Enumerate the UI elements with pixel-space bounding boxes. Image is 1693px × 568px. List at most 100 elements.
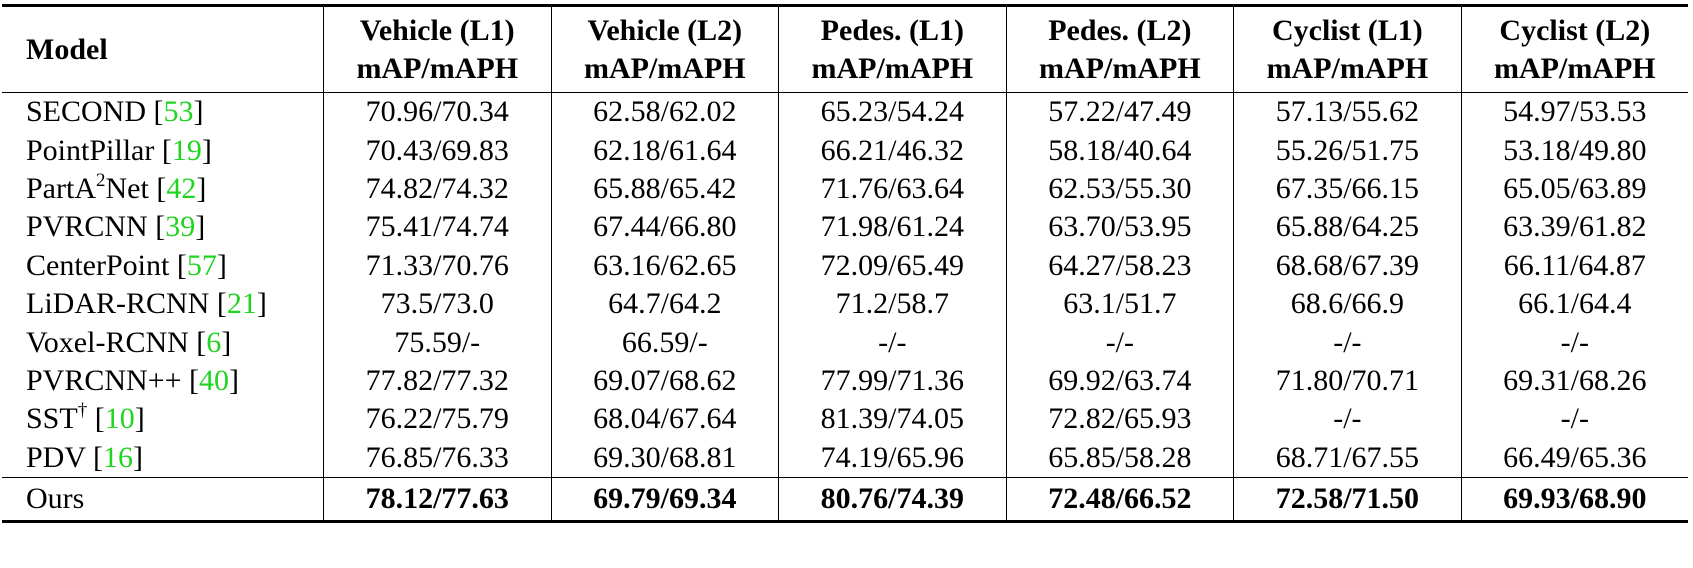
header-vehicle-l1-metric: mAP/mAPH [356, 51, 519, 85]
value-cell: -/- [1233, 400, 1462, 439]
value-cell: 58.18/40.64 [1005, 131, 1234, 170]
table-row: SST† [10] 76.22/75.79 68.04/67.64 81.39/… [2, 400, 1688, 439]
citation-link[interactable]: 16 [102, 440, 133, 474]
model-name: PointPillar [26, 133, 155, 167]
citation-link[interactable]: 40 [199, 363, 230, 397]
citation-link[interactable]: 10 [104, 402, 135, 436]
value-cell: 77.82/77.32 [323, 361, 552, 401]
table-row: CenterPoint [57] 71.33/70.76 63.16/62.65… [2, 246, 1688, 285]
value-cell: 66.49/65.36 [1460, 438, 1688, 478]
model-name-suffix: Net [105, 171, 149, 205]
value-cell-best: 78.12/77.63 [323, 476, 552, 523]
citation-link[interactable]: 21 [226, 287, 257, 321]
value-cell: 64.7/64.2 [550, 284, 779, 324]
header-model: Model [2, 4, 324, 93]
header-pedes-l2: Pedes. (L2) mAP/mAPH [1005, 4, 1234, 93]
value-cell: 68.04/67.64 [550, 400, 779, 439]
model-name: PartA [26, 171, 96, 205]
citation-link[interactable]: 6 [206, 325, 222, 359]
value-cell: 63.70/53.95 [1005, 208, 1234, 247]
value-cell: 65.88/64.25 [1233, 208, 1462, 247]
table-row: SECOND [53] 70.96/70.34 62.58/62.02 65.2… [2, 92, 1688, 132]
header-cyclist-l1-title: Cyclist (L1) [1271, 13, 1423, 47]
value-cell: 67.44/66.80 [550, 208, 779, 247]
model-name-cell: LiDAR-RCNN [21] [26, 287, 267, 321]
value-cell: 74.19/65.96 [778, 438, 1007, 478]
table-row: PVRCNN++ [40] 77.82/77.32 69.07/68.62 77… [2, 361, 1688, 401]
model-name-cell: PDV [16] [26, 440, 143, 474]
value-cell: 63.16/62.65 [550, 246, 779, 285]
value-cell: 65.88/65.42 [550, 169, 779, 209]
header-vehicle-l2-title: Vehicle (L2) [587, 13, 743, 47]
value-cell: 71.33/70.76 [323, 246, 552, 285]
value-cell: 76.85/76.33 [323, 438, 552, 478]
header-pedes-l1-metric: mAP/mAPH [811, 51, 974, 85]
value-cell: 55.26/51.75 [1233, 131, 1462, 170]
model-name: PVRCNN++ [26, 363, 182, 397]
header-cyclist-l2: Cyclist (L2) mAP/mAPH [1460, 4, 1688, 93]
value-cell: -/- [778, 323, 1007, 362]
value-cell: 62.18/61.64 [550, 131, 779, 170]
value-cell: -/- [1460, 400, 1688, 439]
model-name-cell: PartA2Net [42] [26, 169, 207, 205]
value-cell: 81.39/74.05 [778, 400, 1007, 439]
header-cyclist-l1: Cyclist (L1) mAP/mAPH [1233, 4, 1462, 93]
model-name-cell: CenterPoint [57] [26, 248, 227, 282]
value-cell: -/- [1005, 323, 1234, 362]
model-name-superscript: † [77, 400, 88, 422]
citation-link[interactable]: 53 [163, 95, 194, 129]
model-name-cell: PointPillar [19] [26, 133, 212, 167]
value-cell: 68.71/67.55 [1233, 438, 1462, 478]
citation-link[interactable]: 57 [186, 248, 217, 282]
model-name: CenterPoint [26, 248, 170, 282]
value-cell: 66.1/64.4 [1460, 284, 1688, 324]
value-cell-best: 72.58/71.50 [1233, 476, 1462, 523]
value-cell: 68.68/67.39 [1233, 246, 1462, 285]
model-name-cell: SST† [10] [26, 400, 145, 436]
value-cell: 72.09/65.49 [778, 246, 1007, 285]
value-cell: 62.53/55.30 [1005, 169, 1234, 209]
value-cell: 66.59/- [550, 323, 779, 362]
header-vehicle-l2-metric: mAP/mAPH [583, 51, 746, 85]
header-pedes-l1-title: Pedes. (L1) [820, 13, 964, 47]
value-cell: 71.76/63.64 [778, 169, 1007, 209]
value-cell: 53.18/49.80 [1460, 131, 1688, 170]
value-cell: 63.39/61.82 [1460, 208, 1688, 247]
value-cell: 74.82/74.32 [323, 169, 552, 209]
model-name: Voxel-RCNN [26, 325, 189, 359]
header-cyclist-l2-metric: mAP/mAPH [1494, 51, 1656, 85]
header-vehicle-l1-title: Vehicle (L1) [359, 13, 515, 47]
model-name: SECOND [26, 95, 147, 129]
table-row: PointPillar [19] 70.43/69.83 62.18/61.64… [2, 131, 1688, 170]
value-cell: 57.13/55.62 [1233, 92, 1462, 132]
table-row: PDV [16] 76.85/76.33 69.30/68.81 74.19/6… [2, 438, 1688, 478]
value-cell: 75.59/- [323, 323, 552, 362]
table-row-ours: Ours 78.12/77.63 69.79/69.34 80.76/74.39… [2, 476, 1688, 523]
model-name: PVRCNN [26, 210, 148, 244]
value-cell: 71.80/70.71 [1233, 361, 1462, 401]
citation-link[interactable]: 42 [166, 171, 197, 205]
model-name-cell: SECOND [53] [26, 95, 204, 129]
value-cell-best: 72.48/66.52 [1005, 476, 1234, 523]
citation-link[interactable]: 19 [171, 133, 202, 167]
value-cell: 66.11/64.87 [1460, 246, 1688, 285]
value-cell: 57.22/47.49 [1005, 92, 1234, 132]
value-cell: 71.98/61.24 [778, 208, 1007, 247]
model-name: SST [26, 402, 78, 436]
value-cell-best: 69.93/68.90 [1460, 476, 1688, 523]
value-cell: 76.22/75.79 [323, 400, 552, 439]
value-cell: 65.05/63.89 [1460, 169, 1688, 209]
value-cell-best: 80.76/74.39 [778, 476, 1007, 523]
header-pedes-l2-title: Pedes. (L2) [1048, 13, 1192, 47]
model-name-superscript: 2 [96, 169, 106, 191]
value-cell: 67.35/66.15 [1233, 169, 1462, 209]
value-cell: 72.82/65.93 [1005, 400, 1234, 439]
value-cell: 62.58/62.02 [550, 92, 779, 132]
table-row: Voxel-RCNN [6] 75.59/- 66.59/- -/- -/- -… [2, 323, 1688, 362]
citation-link[interactable]: 39 [165, 210, 196, 244]
value-cell: 65.23/54.24 [778, 92, 1007, 132]
model-name-cell: Ours [2, 476, 324, 523]
model-name-cell: PVRCNN [39] [26, 210, 206, 244]
value-cell: 69.07/68.62 [550, 361, 779, 401]
header-cyclist-l1-metric: mAP/mAPH [1266, 51, 1429, 85]
